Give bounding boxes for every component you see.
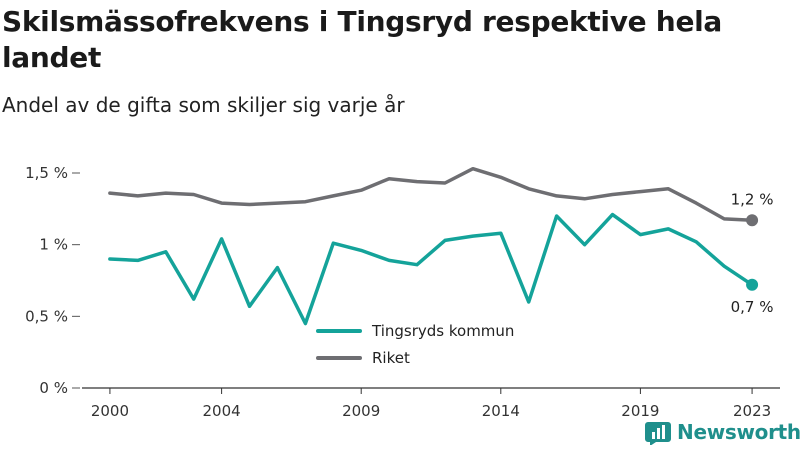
x-axis: 2000 2004 2009 2014 2019 2023 [82, 387, 780, 420]
series-end-point-0 [746, 278, 759, 291]
x-tick-label: 2023 [733, 402, 771, 420]
brand-logo: Newsworthy [645, 418, 800, 446]
series-line-0 [108, 212, 754, 326]
y-tick-label: 1 % [39, 236, 68, 254]
y-tick-label: 1,5 % [25, 164, 68, 182]
series-line-1 [108, 166, 754, 223]
x-tick-label: 2014 [482, 402, 520, 420]
series-layer: 1,2 % 0,7 % [108, 166, 774, 326]
brand-name: Newsworthy [677, 420, 800, 444]
series-end-point-1 [746, 214, 759, 227]
y-tick-label: 0 % [39, 379, 68, 397]
x-tick-label: 2000 [91, 402, 129, 420]
series-end-label-1: 1,2 % [731, 190, 774, 208]
x-tick-label: 2009 [342, 402, 380, 420]
y-axis: 0 % 0,5 % 1 % 1,5 % [25, 164, 80, 397]
legend-label-0: Tingsryds kommun [371, 322, 514, 340]
bar-chart-icon [645, 422, 671, 445]
chart-title: Skilsmässofrekvens i Tingsryd respektive… [2, 5, 723, 74]
chart-subtitle: Andel av de gifta som skiljer sig varje … [2, 93, 405, 117]
y-tick-label: 0,5 % [25, 307, 68, 325]
legend-label-1: Riket [372, 349, 410, 367]
legend-bg [309, 345, 553, 367]
series-end-label-0: 0,7 % [731, 298, 774, 316]
x-tick-label: 2004 [203, 402, 241, 420]
x-tick-label: 2019 [621, 402, 659, 420]
legend-bg [309, 318, 553, 340]
legend: Tingsryds kommun Riket [309, 318, 553, 367]
